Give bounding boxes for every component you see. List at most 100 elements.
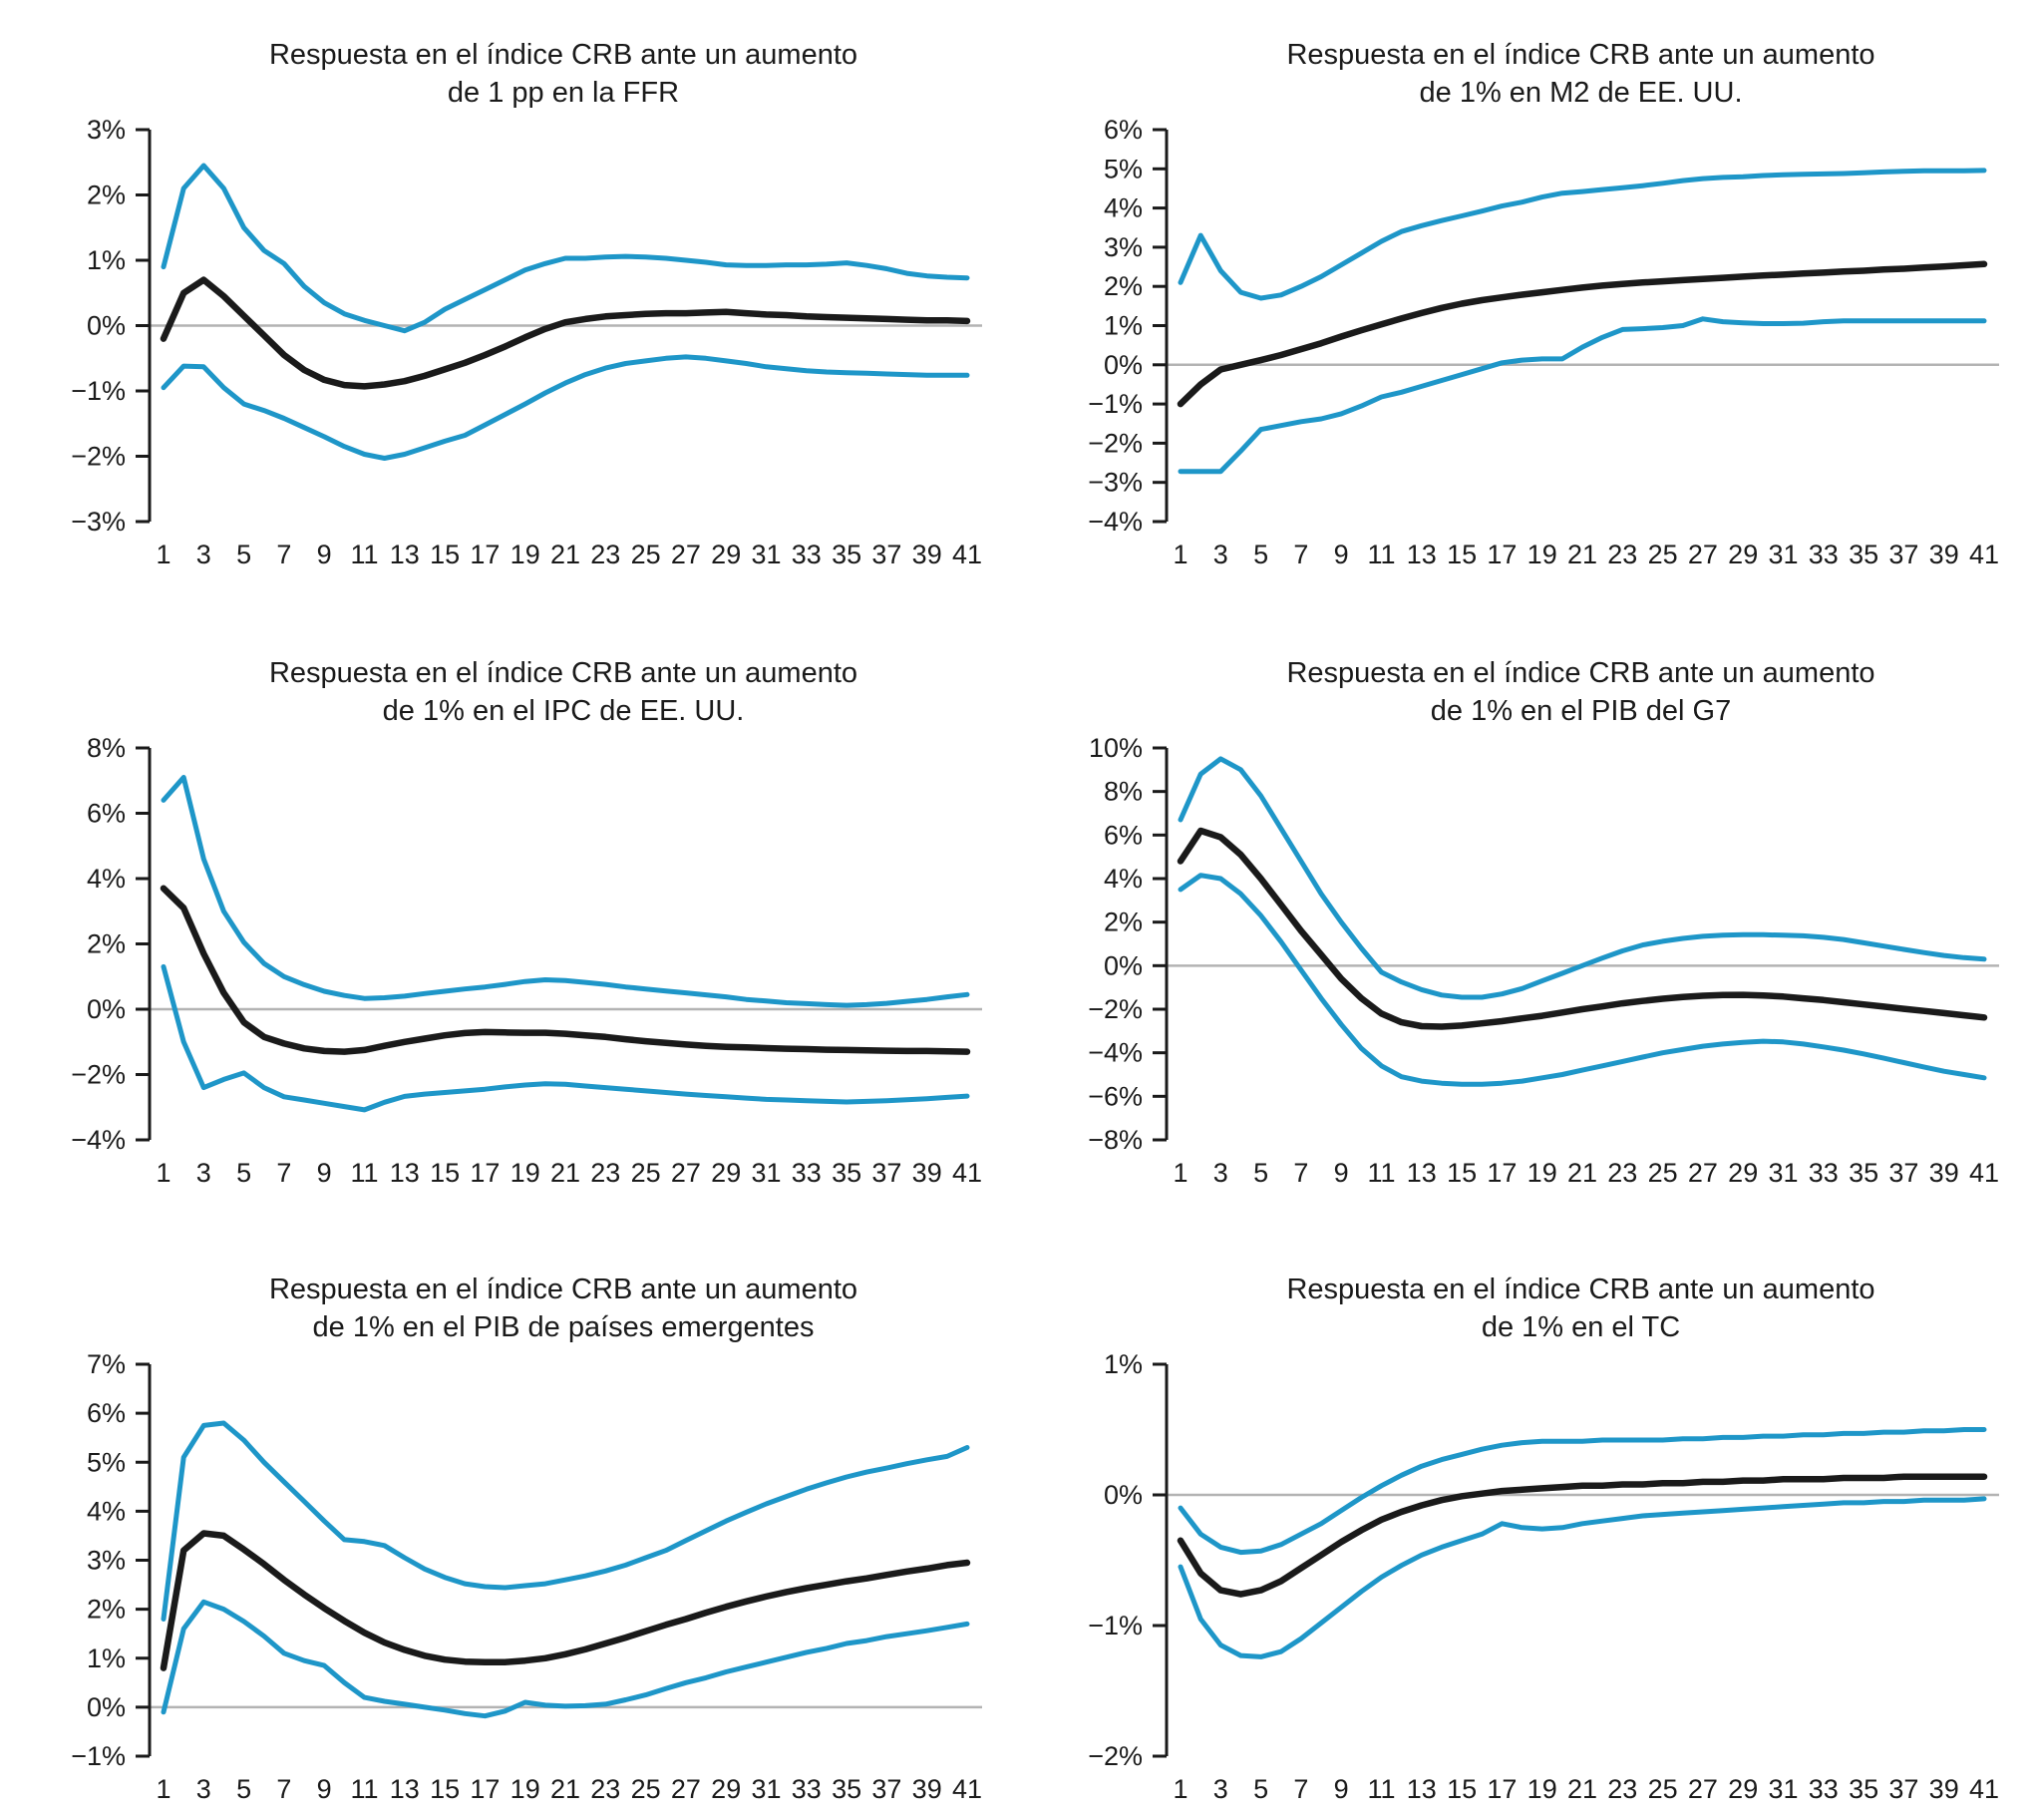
svg-text:35: 35	[1849, 1158, 1878, 1188]
svg-text:1: 1	[1173, 1774, 1187, 1804]
svg-text:39: 39	[912, 1158, 942, 1188]
svg-text:25: 25	[631, 540, 661, 569]
svg-text:11: 11	[350, 1774, 378, 1804]
svg-text:9: 9	[1334, 1774, 1349, 1804]
svg-text:−2%: −2%	[1088, 428, 1143, 458]
ffr-impulse-response-plot: 3%2%1%0%−1%−2%−3%1 3 5 7 9 11 13 15 17 19 21 23 25 27…	[71, 118, 982, 569]
svg-text:0%: 0%	[1104, 1480, 1143, 1510]
svg-text:41: 41	[952, 1774, 982, 1804]
chart-title-line1: Respuesta en el índice CRB ante un aumen…	[1286, 657, 1875, 689]
svg-text:29: 29	[711, 540, 741, 569]
svg-text:27: 27	[1688, 540, 1718, 569]
tc-impulse-response-plot: 1%0%−1%−2%1 3 5 7 9 11 13 15 17 19 21 23 25 27 29 31 33 3…	[1088, 1352, 1999, 1804]
svg-text:6%: 6%	[1104, 118, 1143, 145]
svg-text:17: 17	[470, 540, 500, 569]
svg-text:15: 15	[1447, 540, 1477, 569]
svg-text:13: 13	[390, 1774, 420, 1804]
svg-text:31: 31	[1768, 540, 1798, 569]
svg-text:9: 9	[1334, 1158, 1349, 1188]
svg-text:5%: 5%	[87, 1447, 126, 1477]
svg-text:35: 35	[832, 540, 861, 569]
panel-ipc: Respuesta en el índice CRB ante un aumen…	[0, 598, 1017, 1207]
pib-g7-impulse-response-plot: 10%8%6%4%2%0%−2%−4%−6%−8%1 3 5 7 9 11 13 15 17 19…	[1088, 736, 1999, 1188]
svg-text:3%: 3%	[87, 1546, 126, 1576]
svg-text:9: 9	[1334, 540, 1349, 569]
svg-text:11: 11	[1367, 1774, 1395, 1804]
svg-text:11: 11	[1367, 1158, 1395, 1188]
svg-text:39: 39	[1929, 1774, 1959, 1804]
svg-text:5: 5	[1253, 1774, 1268, 1804]
svg-text:27: 27	[671, 1158, 701, 1188]
svg-text:29: 29	[1728, 1158, 1758, 1188]
svg-text:25: 25	[631, 1774, 661, 1804]
svg-text:15: 15	[1447, 1774, 1477, 1804]
svg-text:27: 27	[1688, 1774, 1718, 1804]
svg-text:−1%: −1%	[71, 1741, 126, 1771]
svg-text:7: 7	[276, 1158, 291, 1188]
chart-title-line2: de 1 pp en la FFR	[447, 77, 680, 109]
svg-text:7: 7	[276, 1774, 291, 1804]
svg-text:21: 21	[1567, 540, 1597, 569]
chart-title-line2: de 1% en el PIB del G7	[1430, 695, 1732, 727]
panel-pib-g7: Respuesta en el índice CRB ante un aumen…	[1017, 598, 2035, 1207]
svg-text:29: 29	[711, 1774, 741, 1804]
svg-text:41: 41	[1969, 540, 1999, 569]
svg-text:37: 37	[871, 540, 901, 569]
svg-text:35: 35	[832, 1158, 861, 1188]
svg-text:25: 25	[1648, 1158, 1678, 1188]
svg-text:33: 33	[1809, 1774, 1839, 1804]
svg-text:33: 33	[792, 1774, 822, 1804]
svg-text:41: 41	[1969, 1774, 1999, 1804]
panel-m2: Respuesta en el índice CRB ante un aumen…	[1017, 0, 2035, 598]
svg-text:41: 41	[1969, 1158, 1999, 1188]
svg-text:5%: 5%	[1104, 154, 1143, 183]
svg-text:15: 15	[430, 1774, 460, 1804]
svg-text:17: 17	[470, 1774, 500, 1804]
svg-text:21: 21	[1567, 1158, 1597, 1188]
svg-text:2%: 2%	[87, 1595, 126, 1625]
chart-title-line1: Respuesta en el índice CRB ante un aumen…	[1286, 1274, 1875, 1305]
svg-text:39: 39	[912, 540, 942, 569]
chart-title: Respuesta en el índice CRB ante un aumen…	[0, 654, 1017, 730]
svg-text:3%: 3%	[87, 118, 126, 145]
svg-text:4%: 4%	[87, 864, 126, 894]
svg-text:8%: 8%	[1104, 777, 1143, 807]
svg-text:17: 17	[1487, 1774, 1517, 1804]
chart-title: Respuesta en el índice CRB ante un aumen…	[1017, 654, 2035, 730]
svg-text:31: 31	[751, 1774, 781, 1804]
svg-text:37: 37	[1888, 1158, 1918, 1188]
svg-text:19: 19	[510, 1774, 540, 1804]
svg-text:2%: 2%	[1104, 271, 1143, 301]
svg-text:3: 3	[196, 540, 211, 569]
svg-text:33: 33	[792, 540, 822, 569]
svg-text:25: 25	[1648, 540, 1678, 569]
chart-title: Respuesta en el índice CRB ante un aumen…	[1017, 1271, 2035, 1346]
svg-text:2%: 2%	[1104, 908, 1143, 937]
svg-text:27: 27	[671, 1774, 701, 1804]
svg-text:41: 41	[952, 540, 982, 569]
svg-text:4%: 4%	[87, 1496, 126, 1526]
svg-text:0%: 0%	[87, 1692, 126, 1722]
svg-text:4%: 4%	[1104, 193, 1143, 223]
svg-text:−2%: −2%	[71, 1060, 126, 1090]
chart-title: Respuesta en el índice CRB ante un aumen…	[0, 36, 1017, 112]
svg-text:37: 37	[871, 1774, 901, 1804]
svg-text:13: 13	[390, 1158, 420, 1188]
svg-text:19: 19	[1527, 1158, 1557, 1188]
svg-text:31: 31	[1768, 1774, 1798, 1804]
m2-impulse-response-plot: 6%5%4%3%2%1%0%−1%−2%−3%−4%1 3 5 7 9 11 13 15 17 1…	[1088, 118, 1999, 569]
svg-text:7: 7	[1293, 540, 1308, 569]
svg-text:0%: 0%	[87, 311, 126, 341]
svg-text:5: 5	[1253, 1158, 1268, 1188]
svg-text:−8%: −8%	[1088, 1125, 1143, 1155]
svg-text:37: 37	[1888, 540, 1918, 569]
chart-title: Respuesta en el índice CRB ante un aumen…	[1017, 36, 2035, 112]
svg-text:−4%: −4%	[1088, 507, 1143, 537]
svg-text:19: 19	[510, 1158, 540, 1188]
chart-title-line2: de 1% en M2 de EE. UU.	[1419, 77, 1743, 109]
chart-title-line2: de 1% en el IPC de EE. UU.	[382, 695, 745, 727]
svg-text:17: 17	[470, 1158, 500, 1188]
svg-text:29: 29	[711, 1158, 741, 1188]
chart-title-line1: Respuesta en el índice CRB ante un aumen…	[268, 1274, 858, 1305]
